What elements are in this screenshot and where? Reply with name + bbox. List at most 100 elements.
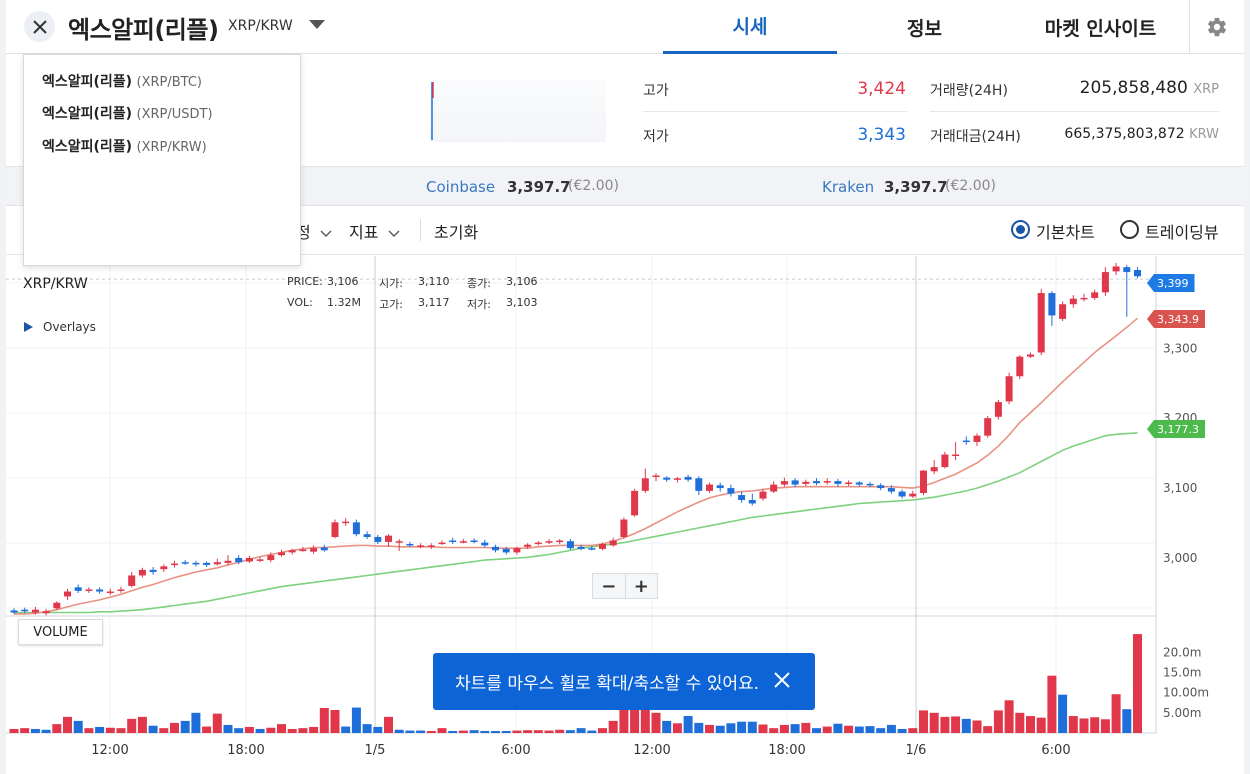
zoom-out-button[interactable]: − <box>593 574 626 598</box>
candle-body <box>117 589 125 591</box>
high-label: 고가 <box>643 83 669 99</box>
exchange-name-coinbase[interactable]: Coinbase <box>426 178 496 196</box>
candle-body <box>1080 297 1088 300</box>
candle-body <box>267 555 275 561</box>
volume-bar <box>1079 718 1089 733</box>
dropdown-item-xrp-btc[interactable]: 엑스알피(리플) (XRP/BTC) <box>42 71 202 91</box>
volume-bar <box>480 730 490 733</box>
volume-bar <box>30 728 40 733</box>
volume-bar <box>319 707 329 733</box>
close-icon <box>32 19 47 34</box>
candle-body <box>909 493 917 497</box>
close-button[interactable] <box>24 11 55 42</box>
volume-bar <box>170 722 179 733</box>
volume-bar <box>1004 700 1014 733</box>
volume-value-wrap: 205,858,480 XRP <box>1046 78 1219 98</box>
candle-body <box>224 560 232 563</box>
basic-chart-radio[interactable] <box>1011 220 1030 239</box>
candle-body <box>171 563 178 566</box>
volume-bar <box>844 725 854 733</box>
chart-symbol: XRP/KRW <box>23 276 88 292</box>
price-value: 3,106 <box>327 275 359 288</box>
candle-body <box>459 541 467 543</box>
volume-bar <box>544 730 554 733</box>
volume-bar <box>234 728 244 733</box>
dropdown-item-xrp-usdt[interactable]: 엑스알피(리플) (XRP/USDT) <box>42 103 213 123</box>
vol-label: VOL: <box>287 296 313 309</box>
indicator-menu[interactable]: 지표 <box>349 219 400 243</box>
candle-body <box>21 609 29 612</box>
volume-bar <box>854 726 864 733</box>
volume-bar <box>9 728 19 733</box>
divider <box>643 111 907 112</box>
volume-bar <box>919 710 928 733</box>
candle-body <box>802 481 810 484</box>
tab-market-insight[interactable]: 마켓 인사이트 <box>1044 17 1157 40</box>
tab-price[interactable]: 시세 <box>663 0 837 54</box>
volume-bar <box>330 709 340 733</box>
volume-bar <box>1111 694 1121 733</box>
volume-bar <box>512 730 522 733</box>
trading-view-label[interactable]: 트레이딩뷰 <box>1145 223 1219 242</box>
volume-bar <box>715 725 725 733</box>
exchange-change-coinbase: (€2.00) <box>568 178 620 194</box>
ma-short-tag: 3,343.9 <box>1147 310 1205 328</box>
exchange-name-kraken[interactable]: Kraken <box>822 178 875 196</box>
candle-body <box>566 541 574 549</box>
dropdown-item-xrp-krw[interactable]: 엑스알피(리플) (XRP/KRW) <box>42 136 207 156</box>
volume-bar <box>1026 716 1035 733</box>
coin-title[interactable]: 엑스알피(리플) <box>68 16 219 44</box>
volume-bar <box>52 724 62 733</box>
volume-bar <box>1100 719 1110 733</box>
mini-chart <box>430 80 606 142</box>
chevron-down-icon <box>320 230 332 237</box>
candle-body <box>85 589 93 591</box>
close-icon[interactable] <box>773 671 791 689</box>
volume-bar <box>929 712 939 733</box>
volume-bar <box>758 724 768 733</box>
zoom-hint-toast: 차트를 마우스 휠로 확대/축소할 수 있어요. <box>433 653 815 710</box>
reset-button[interactable]: 초기화 <box>434 223 479 242</box>
coin-pair[interactable]: XRP/KRW <box>228 18 293 34</box>
volume-bar <box>501 730 511 733</box>
volume-bar <box>608 720 618 733</box>
volume-bar <box>876 728 886 733</box>
volume-bar <box>202 726 212 733</box>
volume-bar <box>159 728 169 733</box>
overlays-toggle[interactable]: Overlays <box>24 320 96 334</box>
candle-body <box>556 540 564 543</box>
volume-bar <box>1058 694 1068 733</box>
volume-bar <box>961 718 971 733</box>
triangle-right-icon <box>24 322 33 332</box>
pair-dropdown: 엑스알피(리플) (XRP/BTC) 엑스알피(리플) (XRP/USDT) 엑… <box>23 54 301 266</box>
amount-unit: KRW <box>1189 127 1219 142</box>
volume-bar <box>394 729 404 733</box>
candle-body <box>952 454 960 457</box>
volume-bar <box>137 716 147 733</box>
vol-value: 1.32M <box>327 296 361 309</box>
volume-bar <box>747 721 757 733</box>
candle-body <box>641 478 649 491</box>
volume-axis-tick: 15.0m <box>1163 665 1201 679</box>
volume-bar <box>555 729 565 733</box>
volume-bar <box>993 710 1003 733</box>
candle-body <box>706 484 713 491</box>
chart-settings-menu[interactable]: 정 <box>296 219 332 243</box>
volume-badge[interactable]: VOLUME <box>18 619 103 645</box>
candle-body <box>534 542 542 545</box>
low-value: 3,343 <box>857 125 906 145</box>
volume-bar <box>951 716 961 733</box>
chevron-down-icon[interactable] <box>309 20 325 29</box>
price-chart[interactable]: 3,0003,1003,2003,3005.00m10.00m15.0m20.0… <box>6 256 1244 774</box>
volume-bar <box>84 728 94 733</box>
candle-body <box>235 557 243 563</box>
zoom-in-button[interactable]: + <box>633 575 649 597</box>
candle-body <box>1134 269 1141 277</box>
trading-view-radio[interactable] <box>1120 220 1139 239</box>
volume-bar <box>1047 675 1057 733</box>
basic-chart-label[interactable]: 기본차트 <box>1036 223 1095 242</box>
volume-bar <box>651 712 661 733</box>
tab-info[interactable]: 정보 <box>907 17 942 40</box>
settings-button[interactable] <box>1189 0 1244 54</box>
volume-bar <box>694 722 704 733</box>
